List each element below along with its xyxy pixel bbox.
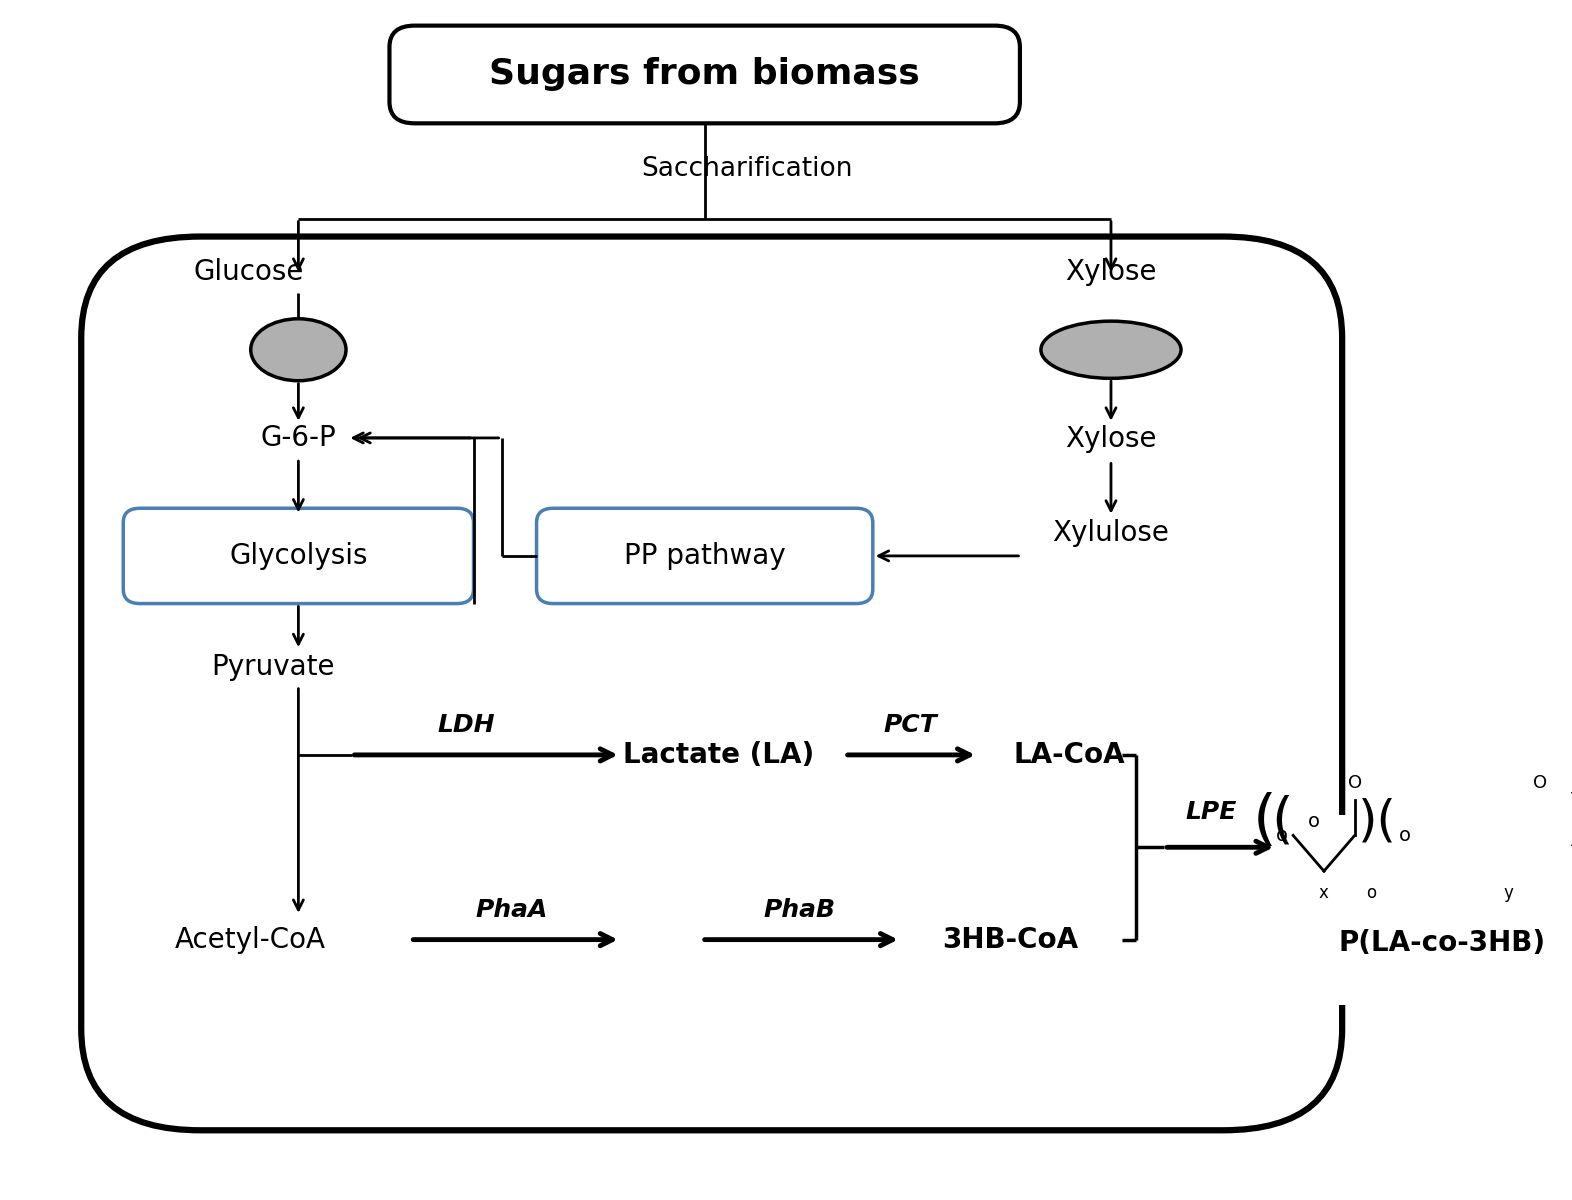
Text: LA-CoA: LA-CoA [1012, 740, 1124, 769]
FancyBboxPatch shape [1272, 815, 1475, 1006]
Text: P(LA-co-3HB): P(LA-co-3HB) [1338, 929, 1545, 956]
Text: Pyruvate: Pyruvate [212, 653, 335, 680]
Text: Xylulose: Xylulose [1053, 520, 1170, 547]
Text: PP pathway: PP pathway [624, 542, 786, 570]
Text: PCT: PCT [883, 713, 937, 737]
Text: Acetyl-CoA: Acetyl-CoA [174, 925, 325, 954]
Text: o: o [1308, 811, 1320, 830]
Text: PhaB: PhaB [764, 898, 836, 922]
Text: x: x [1319, 883, 1328, 901]
Text: y: y [1504, 883, 1514, 901]
FancyBboxPatch shape [82, 236, 1342, 1130]
Text: G-6-P: G-6-P [261, 424, 336, 452]
Text: (: ( [1272, 794, 1292, 848]
Text: Glycolysis: Glycolysis [230, 542, 368, 570]
Text: PhaA: PhaA [475, 898, 547, 922]
FancyBboxPatch shape [536, 509, 872, 604]
Text: ): ) [1564, 792, 1572, 851]
Text: O: O [1347, 774, 1361, 792]
Text: Sugars from biomass: Sugars from biomass [489, 58, 920, 91]
FancyBboxPatch shape [390, 25, 1020, 124]
Text: O: O [1533, 774, 1547, 792]
Text: Xylose: Xylose [1066, 425, 1157, 454]
Text: o: o [1276, 826, 1287, 845]
Text: LPE: LPE [1185, 799, 1237, 823]
Text: Lactate (LA): Lactate (LA) [623, 740, 814, 769]
FancyBboxPatch shape [123, 509, 473, 604]
Text: LDH: LDH [437, 713, 495, 737]
Text: o: o [1399, 826, 1412, 845]
Text: o: o [1366, 883, 1377, 901]
Text: )(: )( [1358, 797, 1396, 845]
Text: 3HB-CoA: 3HB-CoA [942, 925, 1078, 954]
Text: (: ( [1253, 792, 1276, 851]
Ellipse shape [252, 319, 346, 380]
Text: Saccharification: Saccharification [641, 156, 852, 181]
Text: Glucose: Glucose [193, 258, 303, 287]
Text: Xylose: Xylose [1066, 258, 1157, 287]
Ellipse shape [1041, 322, 1181, 378]
